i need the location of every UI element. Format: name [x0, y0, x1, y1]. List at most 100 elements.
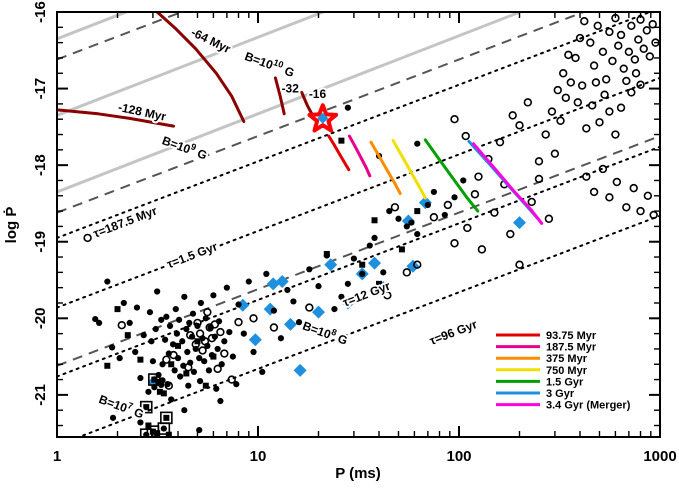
filled-circle-marker	[132, 348, 139, 356]
filled-square-marker	[154, 430, 161, 437]
open-circle-marker	[642, 26, 652, 35]
filled-circle-marker	[338, 293, 345, 300]
blue-diamond-marker	[248, 333, 262, 347]
filled-circle-marker	[145, 388, 152, 395]
filled-circle-marker	[233, 381, 240, 388]
y-ticklabel: -20	[32, 307, 49, 329]
open-circle-marker	[305, 303, 314, 312]
open-circle-marker	[586, 38, 595, 47]
open-circle-marker	[269, 323, 279, 332]
open-square-marker	[157, 422, 171, 435]
darkred-track-label-halo: -32	[282, 81, 300, 95]
filled-circle-marker	[171, 367, 178, 374]
open-circle-marker	[631, 69, 641, 78]
track-dark-red-track-64-myr	[155, 12, 246, 123]
filled-square-marker	[137, 356, 144, 363]
open-square-marker	[139, 400, 153, 414]
open-circle-marker	[450, 115, 459, 124]
blue-diamond-marker	[293, 363, 307, 377]
track-evolutionary-track-93-75-myr	[327, 134, 351, 172]
track-evolutionary-track-187-5-myr	[347, 134, 372, 178]
open-circle-marker	[622, 203, 631, 212]
open-circle-marker	[589, 61, 599, 70]
darkred-track-label-text: -32	[282, 81, 300, 95]
blue-diamond-marker	[266, 277, 280, 291]
filled-circle-marker	[126, 319, 133, 327]
blue-diamond-marker	[312, 305, 326, 319]
open-circle-marker	[213, 364, 222, 374]
legend-label: 1.5 Gyr	[546, 376, 584, 388]
filled-circle-marker	[184, 348, 191, 356]
filled-circle-marker	[350, 255, 358, 262]
filled-circle-marker	[344, 280, 351, 287]
darkred-track-label: -16-16	[307, 85, 329, 103]
open-circle-marker	[616, 103, 626, 112]
y-ticklabel: -16	[32, 1, 49, 23]
open-circle-marker	[577, 81, 587, 90]
filled-circle-marker	[137, 374, 144, 382]
filled-circle-marker	[175, 316, 183, 323]
open-circle-marker	[553, 85, 562, 95]
filled-circle-marker	[104, 278, 111, 285]
filled-square-marker	[168, 361, 175, 368]
open-circle-marker	[162, 355, 171, 364]
open-circle-marker	[573, 98, 583, 107]
filled-square-marker	[104, 362, 111, 369]
filled-circle-marker	[152, 325, 159, 333]
filled-circle-marker	[263, 270, 270, 277]
filled-circle-marker	[140, 332, 147, 339]
filled-circle-marker	[430, 188, 437, 196]
open-circle-marker	[600, 90, 609, 99]
open-circle-marker	[191, 340, 200, 349]
filled-circle-marker	[414, 230, 421, 238]
filled-circle-marker	[221, 338, 228, 345]
open-circle-marker	[544, 214, 554, 223]
data-point-group	[83, 13, 660, 437]
open-circle-marker	[534, 157, 544, 166]
open-circle-marker	[541, 130, 550, 139]
open-circle-marker	[608, 56, 617, 66]
open-circle-marker	[527, 197, 536, 207]
blue-diamond-marker	[283, 317, 297, 331]
open-circle-marker	[429, 213, 439, 222]
open-circle-marker	[461, 131, 470, 141]
tau-line	[57, 145, 660, 378]
filled-circle-marker	[424, 201, 431, 209]
open-circle-marker	[413, 260, 422, 269]
filled-circle-marker	[186, 319, 193, 327]
open-circle-marker	[639, 44, 648, 53]
legend-label: 187.5 Myr	[546, 342, 597, 354]
track-dark-red-track-16-myr	[300, 90, 314, 117]
filled-circle-marker	[408, 219, 415, 226]
open-circle-marker	[477, 245, 487, 254]
open-circle-marker	[506, 229, 515, 239]
filled-square-marker	[163, 414, 170, 421]
blue-diamond-marker	[275, 275, 289, 289]
open-circle-marker	[619, 64, 628, 73]
open-circle-marker	[474, 172, 483, 181]
filled-circle-marker	[181, 407, 188, 414]
open-circle-marker	[463, 223, 472, 233]
y-axis-label: log Ṗ	[3, 207, 20, 244]
filled-circle-marker	[395, 215, 402, 222]
open-circle-marker	[627, 21, 636, 30]
open-circle-marker	[220, 349, 229, 358]
open-circle-marker	[383, 291, 392, 300]
open-circle-marker	[195, 329, 205, 338]
darkred-track-label: -32-32	[280, 79, 302, 97]
filled-circle-marker	[146, 309, 154, 316]
filled-circle-marker	[160, 425, 167, 432]
open-circle-marker	[547, 107, 557, 116]
filled-square-marker	[124, 332, 131, 339]
open-circle-marker	[616, 30, 626, 40]
filled-circle-marker	[359, 270, 366, 277]
filled-circle-marker	[277, 335, 285, 342]
filled-circle-marker	[460, 177, 467, 184]
open-circle-marker	[402, 268, 412, 277]
evolutionary-track-group	[57, 12, 544, 225]
tau-line	[57, 12, 653, 239]
open-circle-marker	[561, 93, 571, 102]
filled-circle-marker	[331, 306, 338, 313]
filled-circle-marker	[366, 242, 373, 249]
